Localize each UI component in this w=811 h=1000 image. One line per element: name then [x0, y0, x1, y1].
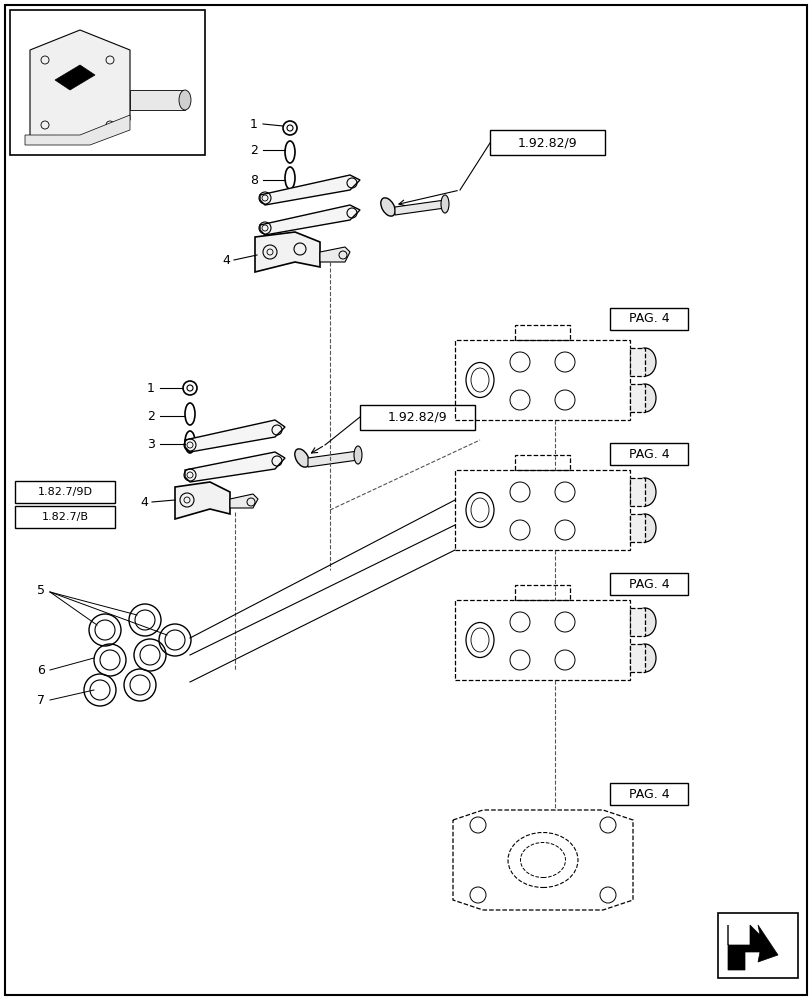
Polygon shape — [55, 65, 95, 90]
Text: PAG. 4: PAG. 4 — [628, 448, 668, 460]
Polygon shape — [727, 925, 777, 970]
Bar — [717, 913, 797, 978]
Ellipse shape — [633, 478, 655, 506]
Text: PAG. 4: PAG. 4 — [628, 578, 668, 590]
Text: 5: 5 — [37, 584, 45, 596]
Bar — [15, 506, 115, 528]
Polygon shape — [255, 232, 320, 272]
Ellipse shape — [440, 195, 448, 213]
Text: 2: 2 — [147, 410, 155, 422]
Polygon shape — [185, 420, 285, 452]
Bar — [10, 10, 204, 155]
Ellipse shape — [633, 644, 655, 672]
Polygon shape — [185, 452, 285, 482]
Text: 8: 8 — [250, 174, 258, 187]
Ellipse shape — [633, 348, 655, 376]
Text: 1.92.82/9: 1.92.82/9 — [387, 411, 447, 424]
Text: 1: 1 — [147, 381, 155, 394]
Polygon shape — [629, 644, 644, 672]
Polygon shape — [629, 608, 644, 636]
Polygon shape — [260, 175, 359, 205]
Polygon shape — [230, 494, 258, 508]
Bar — [489, 130, 604, 155]
Text: 4: 4 — [222, 253, 230, 266]
Polygon shape — [394, 200, 444, 215]
Text: 1: 1 — [250, 118, 258, 131]
Text: PAG. 4: PAG. 4 — [628, 788, 668, 800]
Ellipse shape — [633, 608, 655, 636]
Bar — [609, 308, 687, 330]
Polygon shape — [307, 451, 358, 467]
Polygon shape — [629, 384, 644, 412]
Text: 1.92.82/9: 1.92.82/9 — [517, 136, 577, 149]
Ellipse shape — [354, 446, 362, 464]
Text: 2: 2 — [250, 144, 258, 157]
Text: 7: 7 — [37, 694, 45, 706]
Polygon shape — [629, 348, 644, 376]
Polygon shape — [30, 30, 130, 140]
Polygon shape — [629, 514, 644, 542]
Ellipse shape — [380, 198, 395, 216]
Ellipse shape — [633, 514, 655, 542]
Bar — [609, 783, 687, 805]
Bar — [609, 573, 687, 595]
Text: PAG. 4: PAG. 4 — [628, 312, 668, 326]
Text: 1.82.7/B: 1.82.7/B — [41, 512, 88, 522]
Polygon shape — [25, 115, 130, 145]
Polygon shape — [175, 482, 230, 519]
Ellipse shape — [633, 384, 655, 412]
Bar — [609, 443, 687, 465]
Polygon shape — [130, 90, 185, 110]
Text: 1.82.7/9D: 1.82.7/9D — [37, 487, 92, 497]
Text: 4: 4 — [140, 495, 148, 508]
Polygon shape — [260, 205, 359, 235]
Polygon shape — [629, 478, 644, 506]
Text: 6: 6 — [37, 664, 45, 676]
Ellipse shape — [178, 90, 191, 110]
Polygon shape — [320, 247, 350, 262]
Ellipse shape — [294, 449, 309, 467]
Text: 3: 3 — [147, 438, 155, 450]
Bar — [359, 405, 474, 430]
Bar — [15, 481, 115, 503]
